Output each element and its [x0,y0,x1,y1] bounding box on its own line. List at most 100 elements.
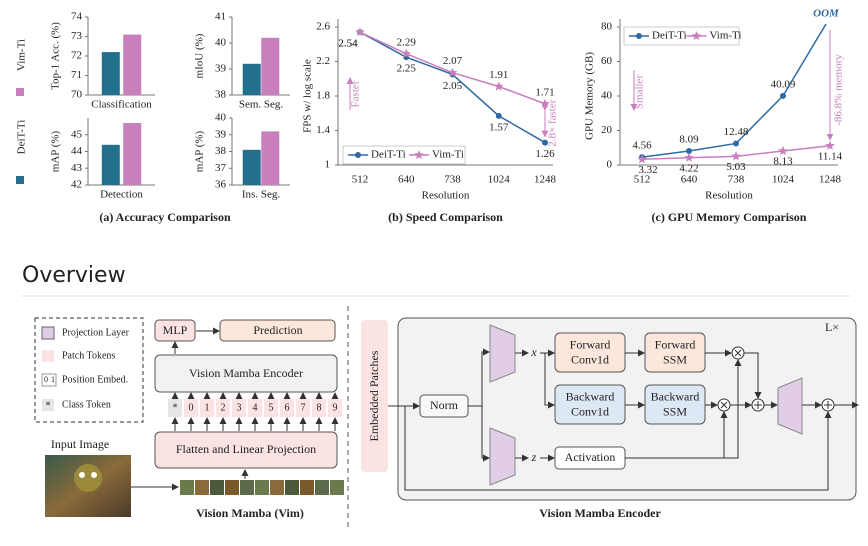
token [264,399,278,417]
prediction-box [219,319,336,342]
series-line [641,95,784,158]
legend-label: Projection Layer [62,327,130,338]
legend-box [623,26,740,46]
panel-title: Classification [91,99,152,111]
activation-label: Activation [565,450,616,464]
y-tick-label: 38 [215,89,227,101]
y-tick-label: 43 [71,162,83,174]
x-tick-label: 738 [728,174,745,186]
data-label: 8.13 [773,156,793,168]
operator-sign [734,349,742,357]
legend-marker [691,31,702,40]
icon-text: 0 [44,375,48,384]
y-tick-label: 42 [71,179,82,191]
y-tick-label: 45 [71,128,83,140]
x-label: x [530,345,537,359]
marker [447,67,458,77]
legend-label: Position Embed. [62,374,128,385]
data-label: 1.26 [535,148,555,160]
y-tick-label: 2.6 [316,21,330,33]
prediction-label: Prediction [253,323,302,337]
legend-label: Vim-Ti [432,149,464,161]
encoder-box [154,354,338,393]
repeat-label: L× [825,320,839,334]
patch [240,480,254,495]
backward-ssm-label: SSM [663,404,687,418]
data-label: 3.32 [638,164,657,176]
input-image-detail [91,472,97,478]
annotation: 2.8× faster [547,99,559,146]
input-label: Input Image [51,437,109,451]
input-image-detail [74,464,102,492]
arrow [481,406,490,462]
token [184,399,198,417]
operator-sign [754,401,762,409]
panel-title: Sem. Seg. [239,99,284,111]
mlp-box [154,319,196,342]
data-label: 8.09 [679,134,699,146]
y-tick-label: 44 [71,145,83,157]
data-label: 2.07 [443,55,463,67]
token [248,399,262,417]
caption: (b) Speed Comparison [388,210,503,224]
y-tick-label: 40 [601,90,613,102]
legend-label: Patch Tokens [62,350,115,361]
forward-conv-label: Conv1d [571,352,609,366]
y-tick-label: 39 [215,63,227,75]
x-tick-label: 512 [634,174,651,186]
marker [684,152,694,162]
y-tick-label: 2.2 [316,55,330,67]
token-label: 9 [333,402,338,413]
data-label: 2.29 [397,36,417,48]
y-tick-label: 70 [71,89,83,101]
y-tick-label: 80 [601,21,613,33]
icon-class [42,399,54,411]
token-label: 2 [221,402,226,413]
token [312,399,326,417]
legend-swatch [16,88,24,96]
token-label: 6 [285,402,290,413]
marker [494,81,504,91]
legend-label: Class Token [62,399,111,410]
y-tick-label: 0 [607,159,613,171]
y-axis-label: GPU Memory (GB) [584,52,596,140]
forward-ssm-label: SSM [663,352,687,366]
x-axis-label: Resolution [705,190,753,202]
token-label: 7 [301,402,306,413]
icon-projection [41,326,55,340]
y-tick-label: 39 [215,128,227,140]
forward-ssm-label: Forward [655,337,696,351]
projection [489,427,516,486]
icon-text: 1 [51,375,55,384]
x-tick-label: 1248 [534,174,557,186]
y-tick-label: 41 [215,11,226,23]
marker [733,140,739,147]
y-tick-label: 72 [71,50,82,62]
icon-position [41,373,57,387]
patch [195,480,209,495]
token [280,399,294,417]
data-label: 2.54 [338,38,358,50]
data-label: 4.22 [679,162,698,174]
marker [495,112,502,119]
caption: Vision Mamba (Vim) [196,506,304,520]
data-label: 12.48 [724,126,749,138]
backward-ssm-label: Backward [651,389,700,403]
token [296,399,310,417]
annotation: OOM [813,8,840,20]
z-label: z [531,450,537,464]
data-label: 1.71 [535,86,554,98]
token [200,399,214,417]
token [216,399,230,417]
data-label: 2.25 [397,63,417,75]
arrow [404,406,832,491]
flatten-box [154,431,338,469]
y-axis-label: Top-1 Acc. (%) [50,22,62,90]
panel-title: Detection [100,189,143,201]
icon-patch [42,350,54,362]
data-label: 2.54 [338,38,358,50]
patch [210,480,224,495]
y-tick-label: 40 [215,37,227,49]
y-tick-label: 40 [215,112,227,124]
